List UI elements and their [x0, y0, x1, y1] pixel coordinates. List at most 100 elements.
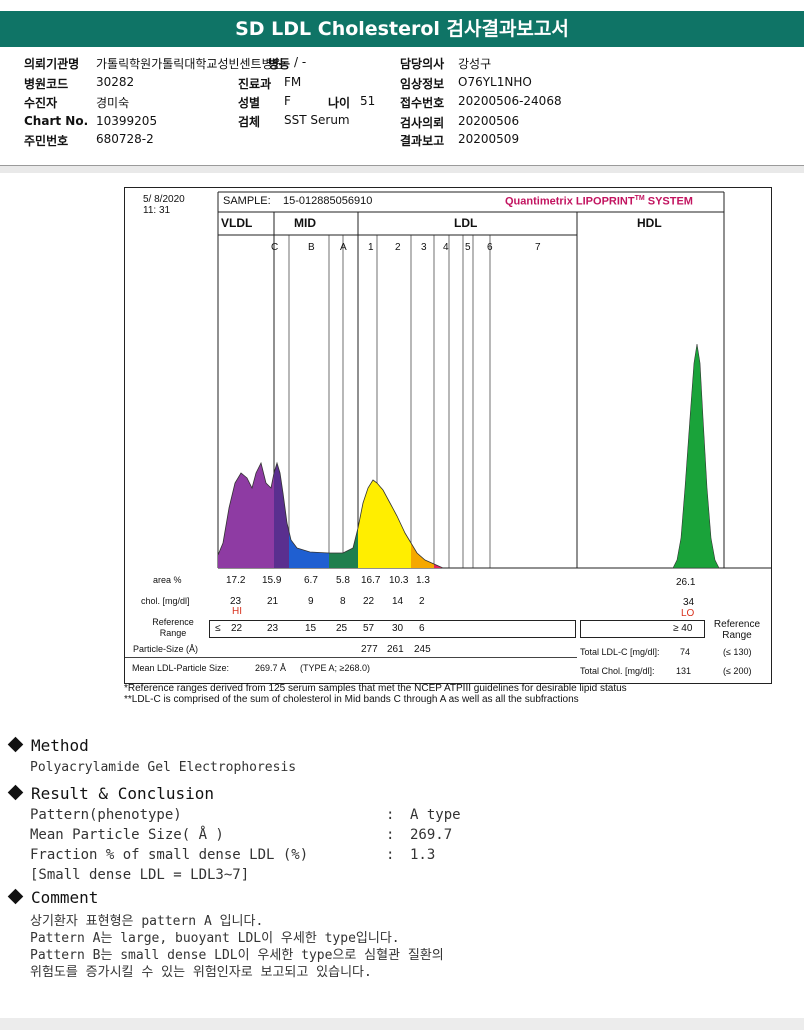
group-vldl: VLDL: [221, 216, 253, 230]
diamond-icon: [7, 736, 24, 753]
ref-1: 57: [363, 623, 375, 634]
total-chol-value: 131: [676, 666, 692, 676]
result-footnote: [Small dense LDL = LDL3~7]: [30, 867, 250, 883]
dept-value: FM: [284, 75, 302, 89]
chart-date: 5/ 8/2020: [143, 194, 185, 205]
area-vldl: 17.2: [226, 575, 246, 586]
code-label: 병원코드: [24, 77, 69, 91]
mid-a-fill: [329, 528, 358, 568]
ward-value: / -: [294, 55, 307, 69]
result-row-value: A type: [410, 807, 461, 823]
area-hdl: 26.1: [676, 577, 696, 588]
chol-1: 22: [363, 596, 375, 607]
sample-id: 15-012885056910: [283, 195, 373, 207]
chol-c: 21: [267, 596, 279, 607]
method-text: Polyacrylamide Gel Electrophoresis: [30, 760, 297, 775]
particle-2: 261: [387, 644, 404, 655]
comment-line: Pattern A는 large, buoyant LDL이 우세한 type입…: [30, 931, 400, 946]
age-label: 나이: [328, 96, 351, 110]
clinical-value: O76YL1NHO: [458, 75, 532, 89]
ref-prefix: ≤: [215, 623, 221, 634]
ward-label: 병동: [268, 57, 291, 71]
resident-value: 680728-2: [96, 132, 154, 146]
ref-c: 23: [267, 623, 279, 634]
mean-divider: [125, 657, 577, 658]
report-date-label: 결과보고: [400, 134, 445, 148]
result-row-label: Fraction % of small dense LDL (%): [30, 847, 309, 863]
clinical-label: 임상정보: [400, 77, 445, 91]
particle-1: 277: [361, 644, 378, 655]
band-2: 2: [395, 242, 401, 253]
mean-value: 269.7 Å: [255, 663, 287, 673]
result-row-value: 1.3: [410, 847, 436, 863]
area-b: 6.7: [304, 575, 318, 586]
chol-hdl: 34: [683, 597, 695, 608]
chart-no-value: 10399205: [96, 114, 158, 128]
result-heading: Result & Conclusion: [7, 784, 214, 803]
hdl-ref-box: [580, 620, 705, 638]
chart-no-label: Chart No.: [24, 114, 89, 128]
doctor-label: 담당의사: [400, 57, 445, 71]
hi-flag: HI: [232, 606, 242, 617]
sex-label: 성별: [238, 96, 261, 110]
chart-time: 11: 31: [143, 205, 171, 216]
area-3: 1.3: [416, 575, 430, 586]
area-1: 16.7: [361, 575, 381, 586]
area-a: 5.8: [336, 575, 350, 586]
receipt-value: 20200506-24068: [458, 94, 562, 108]
particle-label: Particle-Size (Å): [133, 644, 199, 654]
chol-vldl: 23: [230, 596, 242, 607]
band-6: 6: [487, 242, 493, 253]
result-sep: :: [386, 807, 395, 823]
age-value: 51: [360, 94, 376, 108]
system-brand: Quantimetrix LIPOPRINTTM SYSTEM: [505, 195, 693, 208]
vldl-fill: [218, 463, 274, 568]
ref-b: 15: [305, 623, 317, 634]
hospital-value: 가톨릭학원가톨릭대학교성빈센트병원: [96, 57, 284, 71]
ref-box: [209, 620, 576, 638]
footer-strip: [0, 1018, 804, 1030]
comment-line: Pattern B는 small dense LDL이 우세한 type으로 심…: [30, 948, 444, 963]
note-2: **LDL-C is comprised of the sum of chole…: [124, 694, 579, 705]
patient-info-panel: 의뢰기관명 가톨릭학원가톨릭대학교성빈센트병원 병동 / - 병원코드 3028…: [0, 47, 804, 166]
result-row-value: 269.7: [410, 827, 453, 843]
band-1: 1: [368, 242, 374, 253]
area-c: 15.9: [262, 575, 282, 586]
total-ldl-ref: (≤ 130): [723, 647, 752, 657]
band-c: C: [271, 242, 279, 253]
patient-label: 수진자: [24, 96, 58, 110]
dept-label: 진료과: [238, 77, 272, 91]
chol-label: chol. [mg/dl]: [141, 596, 190, 606]
total-ldl-value: 74: [680, 647, 691, 657]
total-ldl-label: Total LDL-C [mg/dl]:: [580, 647, 660, 657]
group-ldl: LDL: [454, 216, 478, 230]
ref-hdl: ≥ 40: [673, 623, 693, 634]
patient-value: 경미숙: [96, 96, 130, 110]
mean-label: Mean LDL-Particle Size:: [132, 663, 230, 673]
diamond-icon: [7, 784, 24, 801]
chol-a: 8: [340, 596, 346, 607]
lo-flag: LO: [681, 608, 695, 619]
mid-b-fill: [289, 531, 329, 568]
ref-right-label: Reference Range: [713, 619, 761, 641]
group-mid: MID: [294, 216, 316, 230]
divider-strip: [0, 166, 804, 173]
lipoprint-chart: 5/ 8/2020 11: 31 SAMPLE: 15-: [124, 187, 772, 684]
particle-3: 245: [414, 644, 431, 655]
chol-3: 2: [419, 596, 425, 607]
band-b: B: [308, 242, 315, 253]
result-sep: :: [386, 847, 395, 863]
specimen-value: SST Serum: [284, 113, 350, 127]
area-2: 10.3: [389, 575, 409, 586]
hospital-label: 의뢰기관명: [24, 57, 80, 71]
method-heading: Method: [7, 736, 89, 755]
area-label: area %: [153, 575, 182, 585]
ref-a: 25: [336, 623, 348, 634]
chol-2: 14: [392, 596, 404, 607]
request-value: 20200506: [458, 114, 520, 128]
ref-label: Reference Range: [152, 617, 194, 638]
band-5: 5: [465, 242, 471, 253]
comment-line: 상기환자 표현형은 pattern A 입니다.: [30, 914, 264, 929]
comment-heading: Comment: [7, 888, 98, 907]
band-3: 3: [421, 242, 427, 253]
